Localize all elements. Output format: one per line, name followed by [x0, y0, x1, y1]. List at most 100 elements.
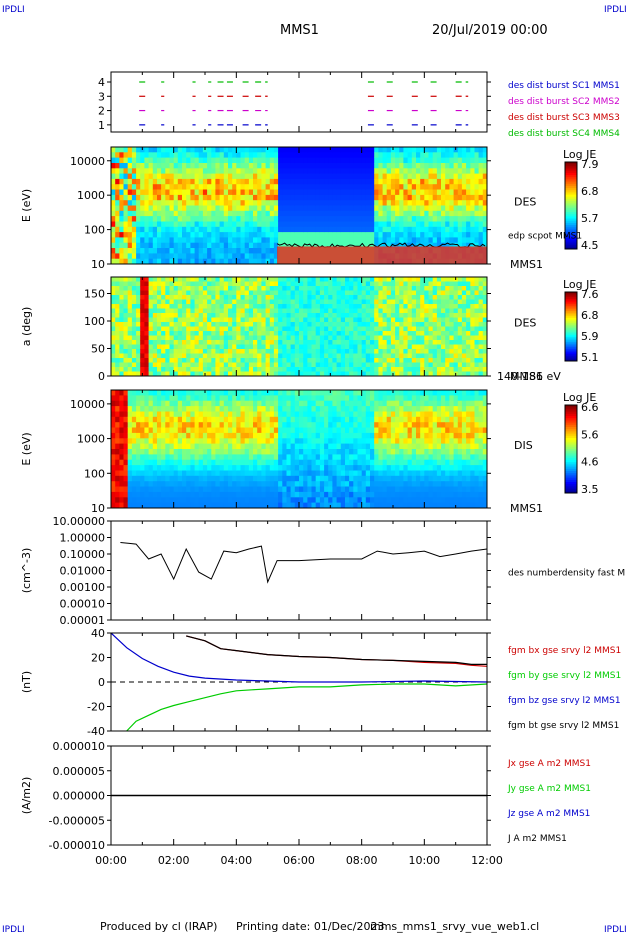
heatmap-cell	[169, 497, 175, 504]
heatmap-cell	[194, 416, 200, 423]
heatmap-cell	[286, 344, 292, 350]
heatmap-cell	[190, 390, 195, 396]
heatmap-cell	[432, 322, 438, 327]
heatmap-cell	[307, 313, 312, 318]
heatmap-cell	[307, 340, 312, 345]
heatmap-cell	[236, 304, 241, 309]
heatmap-cell	[441, 168, 446, 174]
heatmap-cell	[457, 299, 463, 305]
heatmap-cell	[399, 371, 404, 377]
heatmap-cell	[161, 340, 166, 345]
heatmap-cell	[332, 173, 337, 180]
heatmap-cell	[349, 313, 354, 318]
heatmap-cell	[140, 422, 145, 428]
heatmap-cell	[119, 286, 124, 291]
heatmap-cell	[228, 367, 233, 372]
heatmap-cell	[152, 317, 158, 323]
heatmap-cell	[474, 371, 480, 377]
heatmap-cell	[148, 147, 154, 153]
heatmap-cell	[165, 313, 170, 318]
heatmap-cell	[152, 331, 158, 336]
heatmap-cell	[303, 216, 308, 222]
heatmap-cell	[127, 416, 133, 423]
heatmap-cell	[177, 481, 183, 487]
heatmap-cell	[265, 313, 271, 318]
colorbar-cell	[565, 331, 577, 334]
heatmap-cell	[474, 205, 480, 212]
heatmap-cell	[236, 237, 241, 244]
heatmap-cell	[115, 432, 120, 439]
heatmap-cell	[186, 226, 191, 233]
heatmap-cell	[240, 205, 246, 212]
heatmap-cell	[357, 349, 363, 354]
heatmap-cell	[186, 481, 191, 487]
heatmap-cell	[169, 443, 175, 450]
heatmap-cell	[478, 335, 484, 341]
heatmap-cell	[152, 313, 158, 318]
heatmap-cell	[353, 277, 358, 282]
heatmap-cell	[265, 200, 271, 206]
heatmap-cell	[453, 290, 459, 296]
heatmap-cell	[294, 335, 300, 341]
heatmap-cell	[374, 221, 379, 228]
heatmap-cell	[278, 304, 283, 309]
heatmap-cell	[136, 438, 141, 445]
heatmap-cell	[319, 277, 325, 282]
heatmap-cell	[182, 200, 187, 206]
heatmap-cell	[449, 184, 454, 190]
heatmap-cell	[278, 232, 283, 238]
heatmap-cell	[157, 491, 162, 498]
heatmap-cell	[370, 242, 375, 249]
heatmap-cell	[202, 226, 208, 233]
heatmap-cell	[261, 210, 266, 217]
heatmap-cell	[177, 232, 183, 238]
heatmap-cell	[365, 308, 371, 314]
heatmap-cell	[144, 481, 149, 487]
heatmap-cell	[466, 331, 471, 336]
heatmap-cell	[173, 216, 179, 222]
heatmap-cell	[424, 367, 429, 372]
heatmap-cell	[115, 295, 120, 300]
heatmap-cell	[136, 147, 141, 153]
colorbar-frame	[564, 291, 578, 362]
heatmap-cell	[131, 295, 137, 300]
heatmap-cell	[111, 344, 116, 350]
heatmap-cell	[328, 322, 333, 327]
heatmap-cell	[131, 411, 137, 418]
heatmap-cell	[248, 475, 254, 482]
heatmap-cell	[349, 216, 354, 222]
heatmap-cell	[173, 184, 179, 190]
heatmap-cell	[286, 216, 292, 222]
heatmap-cell	[390, 353, 396, 359]
heatmap-cell	[244, 497, 250, 504]
heatmap-cell	[232, 465, 237, 471]
heatmap-cell	[115, 147, 120, 153]
heatmap-cell	[127, 438, 133, 445]
heatmap-cell	[407, 317, 413, 323]
heatmap-cell	[169, 258, 175, 265]
heatmap-cell	[215, 432, 220, 439]
heatmap-cell	[265, 242, 271, 249]
colorbar-cell	[565, 314, 577, 317]
heatmap-cell	[194, 317, 200, 323]
heatmap-cell	[119, 459, 124, 466]
heatmap-cell	[240, 443, 246, 450]
heatmap-cell	[123, 237, 129, 244]
heatmap-cell	[416, 281, 421, 287]
heatmap-cell	[198, 443, 204, 450]
heatmap-cell	[190, 395, 195, 402]
heatmap-cell	[152, 371, 158, 377]
heatmap-cell	[378, 242, 383, 249]
heatmap-cell	[319, 362, 325, 368]
heatmap-cell	[157, 371, 162, 377]
heatmap-cell	[140, 290, 145, 296]
heatmap-cell	[357, 367, 363, 372]
heatmap-cell	[441, 322, 446, 327]
heatmap-cell	[198, 322, 204, 327]
heatmap-cell	[441, 184, 446, 190]
heatmap-cell	[157, 443, 162, 450]
heatmap-cell	[182, 237, 187, 244]
heatmap-cell	[411, 304, 417, 309]
heatmap-cell	[445, 232, 450, 238]
heatmap-cell	[182, 216, 187, 222]
